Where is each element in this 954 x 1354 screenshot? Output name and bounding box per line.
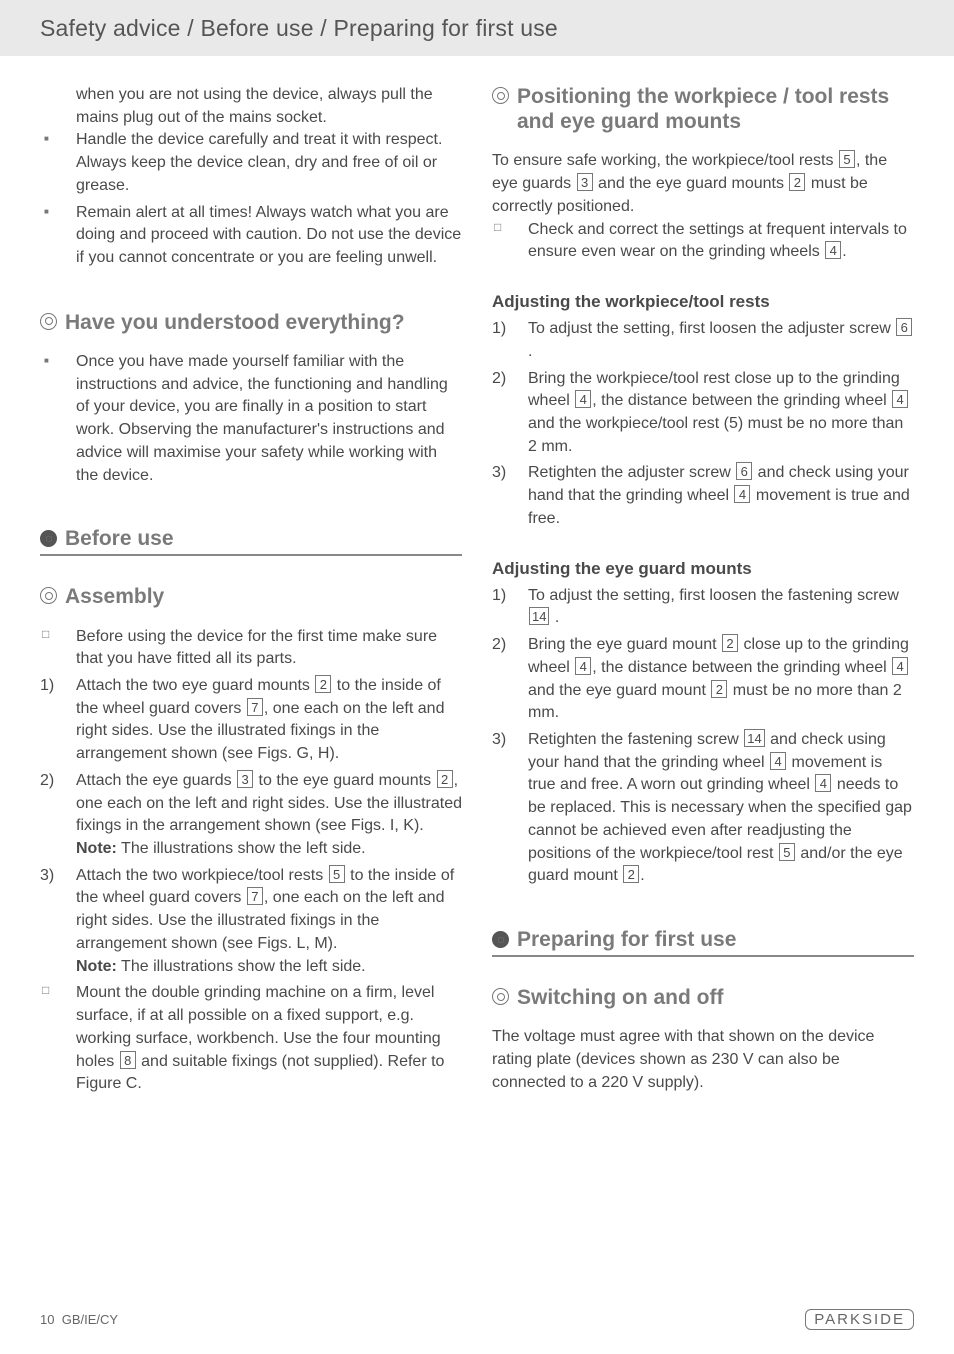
solid-circle-icon	[492, 931, 509, 948]
ref-box: 2	[722, 634, 738, 652]
list-item: Retighten the adjuster screw 6 and check…	[492, 462, 914, 530]
bullseye-icon	[40, 587, 57, 604]
assembly-pre: Before using the device for the first ti…	[40, 626, 462, 671]
solid-circle-icon	[40, 530, 57, 547]
list-item: Bring the workpiece/tool rest close up t…	[492, 368, 914, 459]
assembly-steps: Attach the two eye guard mounts 2 to the…	[40, 675, 462, 978]
note-label: Note:	[76, 840, 117, 857]
ref-box: 6	[896, 318, 912, 336]
heading-assembly: Assembly	[40, 584, 462, 609]
list-item: Handle the device carefully and treat it…	[40, 129, 462, 197]
ref-box: 2	[711, 680, 727, 698]
list-item: Retighten the fastening screw 14 and che…	[492, 729, 914, 888]
switching-para: The voltage must agree with that shown o…	[492, 1026, 914, 1094]
list-item: Bring the eye guard mount 2 close up to …	[492, 634, 914, 725]
ref-box: 2	[437, 770, 453, 788]
list-item: Check and correct the settings at freque…	[492, 219, 914, 264]
ref-box: 2	[315, 675, 331, 693]
ref-box: 5	[779, 843, 795, 861]
positioning-check: Check and correct the settings at freque…	[492, 219, 914, 264]
content-columns: when you are not using the device, alway…	[0, 56, 954, 1100]
list-item: Remain alert at all times! Always watch …	[40, 202, 462, 270]
assembly-mount: Mount the double grinding machine on a f…	[40, 982, 462, 1096]
ref-box: 14	[529, 607, 549, 625]
heading-before-use: Before use	[40, 527, 462, 556]
ref-box: 14	[744, 729, 764, 747]
brand-logo: PARKSIDE	[805, 1309, 914, 1330]
ref-box: 2	[623, 865, 639, 883]
list-item: To adjust the setting, first loosen the …	[492, 585, 914, 630]
list-item: Attach the eye guards 3 to the eye guard…	[40, 770, 462, 861]
left-column: when you are not using the device, alway…	[40, 84, 462, 1100]
ref-box: 8	[120, 1051, 136, 1069]
right-column: Positioning the workpiece / tool rests a…	[492, 84, 914, 1100]
ref-box: 4	[892, 657, 908, 675]
ref-box: 4	[575, 390, 591, 408]
ref-box: 7	[247, 698, 263, 716]
list-item: Before using the device for the first ti…	[40, 626, 462, 671]
page-footer: 10 GB/IE/CY PARKSIDE	[0, 1309, 954, 1330]
bullseye-icon	[492, 988, 509, 1005]
ref-box: 7	[247, 887, 263, 905]
heading-adjust-eye: Adjusting the eye guard mounts	[492, 557, 914, 581]
heading-preparing: Preparing for first use	[492, 928, 914, 957]
adjust-eye-steps: To adjust the setting, first loosen the …	[492, 585, 914, 888]
list-item: Mount the double grinding machine on a f…	[40, 982, 462, 1096]
adjust-rests-steps: To adjust the setting, first loosen the …	[492, 318, 914, 530]
list-item: To adjust the setting, first loosen the …	[492, 318, 914, 363]
ref-box: 2	[789, 173, 805, 191]
ref-box: 4	[815, 774, 831, 792]
ref-box: 4	[734, 485, 750, 503]
understood-bullets: Once you have made yourself familiar wit…	[40, 351, 462, 487]
ref-box: 6	[736, 462, 752, 480]
ref-box: 4	[575, 657, 591, 675]
safety-bullets: Handle the device carefully and treat it…	[40, 129, 462, 269]
list-item: Attach the two eye guard mounts 2 to the…	[40, 675, 462, 766]
page-number: 10	[40, 1312, 54, 1327]
heading-positioning: Positioning the workpiece / tool rests a…	[492, 84, 914, 134]
bullseye-icon	[40, 313, 57, 330]
ref-box: 4	[892, 390, 908, 408]
ref-box: 3	[577, 173, 593, 191]
ref-box: 3	[237, 770, 253, 788]
continuation-text: when you are not using the device, alway…	[40, 84, 462, 129]
region-code: GB/IE/CY	[62, 1312, 118, 1327]
heading-adjust-rests: Adjusting the workpiece/tool rests	[492, 290, 914, 314]
bullseye-icon	[492, 87, 509, 104]
note-label: Note:	[76, 958, 117, 975]
ref-box: 5	[329, 865, 345, 883]
list-item: Attach the two workpiece/tool rests 5 to…	[40, 865, 462, 979]
positioning-para: To ensure safe working, the workpiece/to…	[492, 150, 914, 218]
ref-box: 5	[839, 150, 855, 168]
page-header: Safety advice / Before use / Preparing f…	[0, 0, 954, 56]
heading-switching: Switching on and off	[492, 985, 914, 1010]
heading-understood: Have you understood everything?	[40, 310, 462, 335]
page-number-region: 10 GB/IE/CY	[40, 1312, 118, 1327]
ref-box: 4	[770, 752, 786, 770]
list-item: Once you have made yourself familiar wit…	[40, 351, 462, 487]
ref-box: 4	[825, 241, 841, 259]
header-title: Safety advice / Before use / Preparing f…	[40, 15, 558, 42]
